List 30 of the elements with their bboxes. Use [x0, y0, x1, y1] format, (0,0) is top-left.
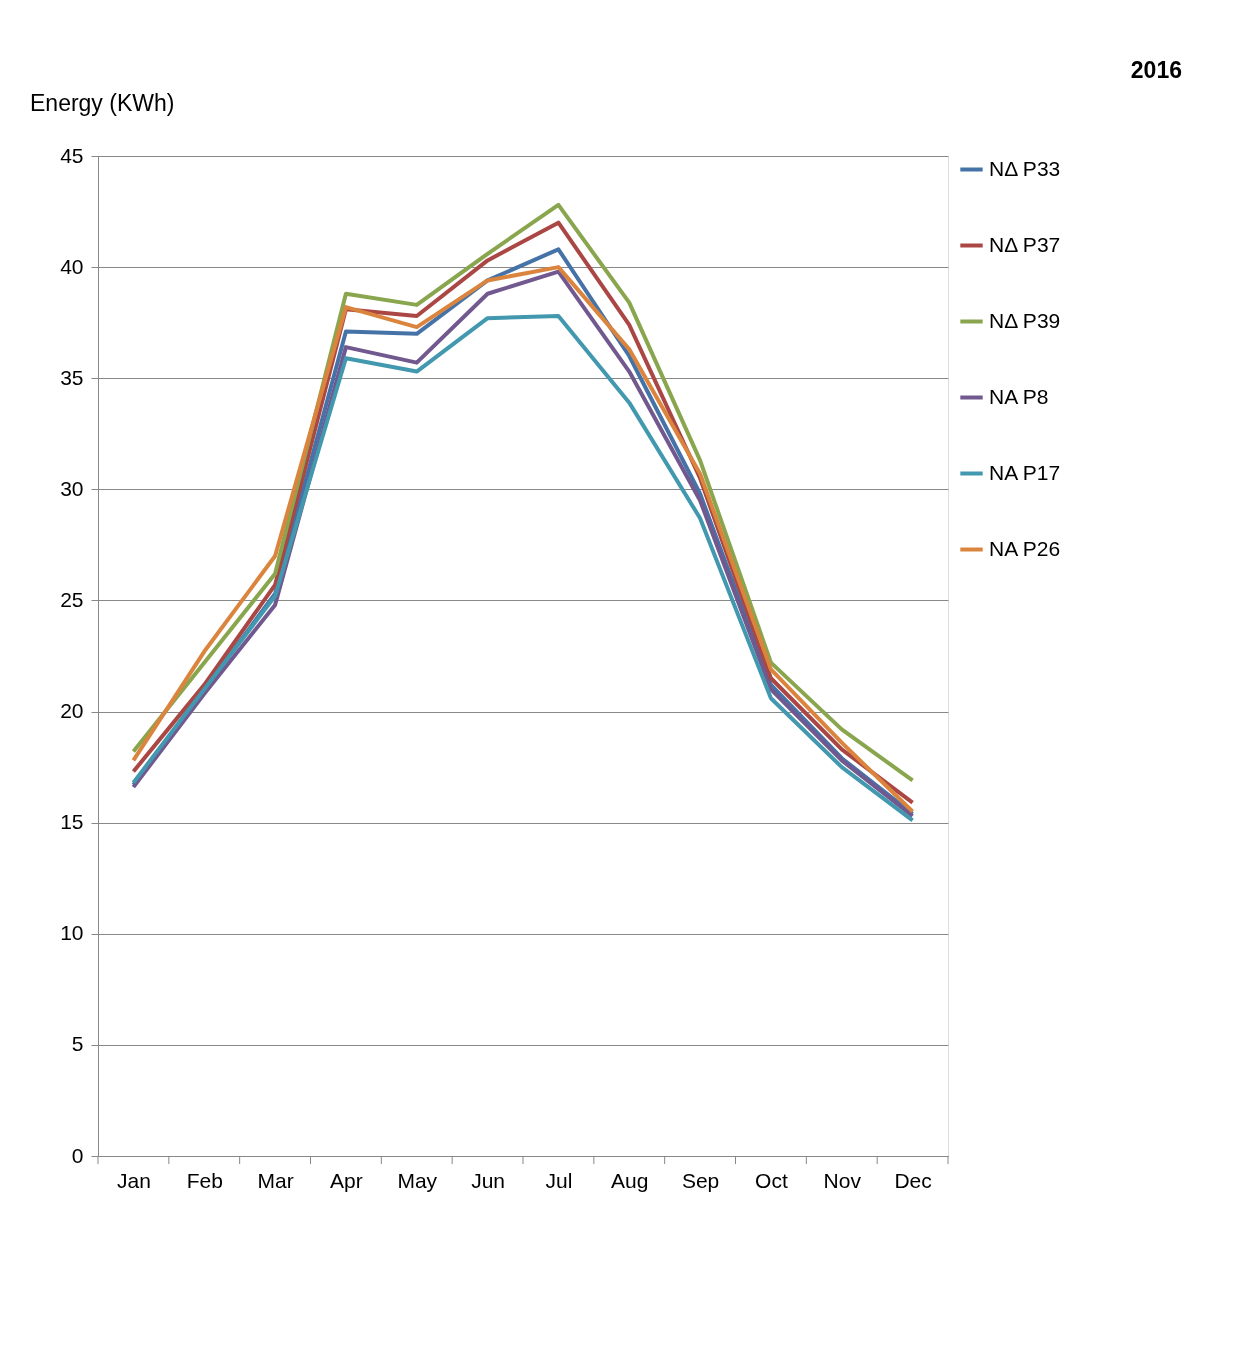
x-tick-label: Jan	[116, 1168, 151, 1192]
x-tick-label: Nov	[823, 1168, 862, 1192]
legend-label: NΔ P39	[989, 308, 1061, 332]
x-tick-label: Jul	[545, 1168, 573, 1192]
x-tick-label: Dec	[894, 1168, 932, 1192]
y-tick-label: 0	[71, 1143, 84, 1167]
x-tick-label: Sep	[681, 1168, 720, 1192]
x-tick-label: Jun	[471, 1168, 506, 1192]
legend-label: NA P17	[989, 460, 1061, 484]
y-tick-label: 40	[60, 254, 84, 278]
legend-label: NA P8	[989, 384, 1049, 408]
x-tick-label: Apr	[330, 1168, 363, 1192]
y-tick-label: 15	[60, 810, 84, 834]
legend-label: NΔ P37	[989, 232, 1061, 256]
y-tick-label: 45	[60, 143, 84, 167]
x-tick-label: Mar	[257, 1168, 294, 1192]
x-tick-label: Feb	[186, 1168, 223, 1192]
legend-label: NA P26	[989, 536, 1061, 560]
y-tick-label: 25	[60, 587, 84, 611]
y-tick-label: 5	[71, 1032, 84, 1056]
y-tick-label: 10	[60, 921, 84, 945]
y-tick-label: 35	[60, 365, 84, 389]
legend-label: NΔ P33	[989, 156, 1061, 180]
y-axis-title: Energy (KWh)	[30, 90, 175, 116]
x-tick-label: May	[397, 1168, 438, 1192]
y-tick-label: 30	[60, 476, 84, 500]
y-tick-label: 20	[60, 699, 84, 723]
x-tick-label: Oct	[755, 1168, 788, 1192]
x-tick-label: Aug	[611, 1168, 649, 1192]
text: 2016	[1130, 57, 1182, 83]
